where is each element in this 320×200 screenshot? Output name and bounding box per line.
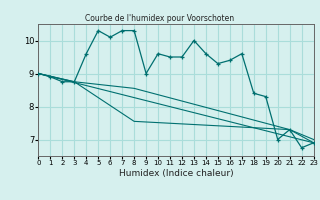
X-axis label: Humidex (Indice chaleur): Humidex (Indice chaleur)	[119, 169, 233, 178]
Text: Courbe de l'humidex pour Voorschoten: Courbe de l'humidex pour Voorschoten	[85, 14, 235, 23]
